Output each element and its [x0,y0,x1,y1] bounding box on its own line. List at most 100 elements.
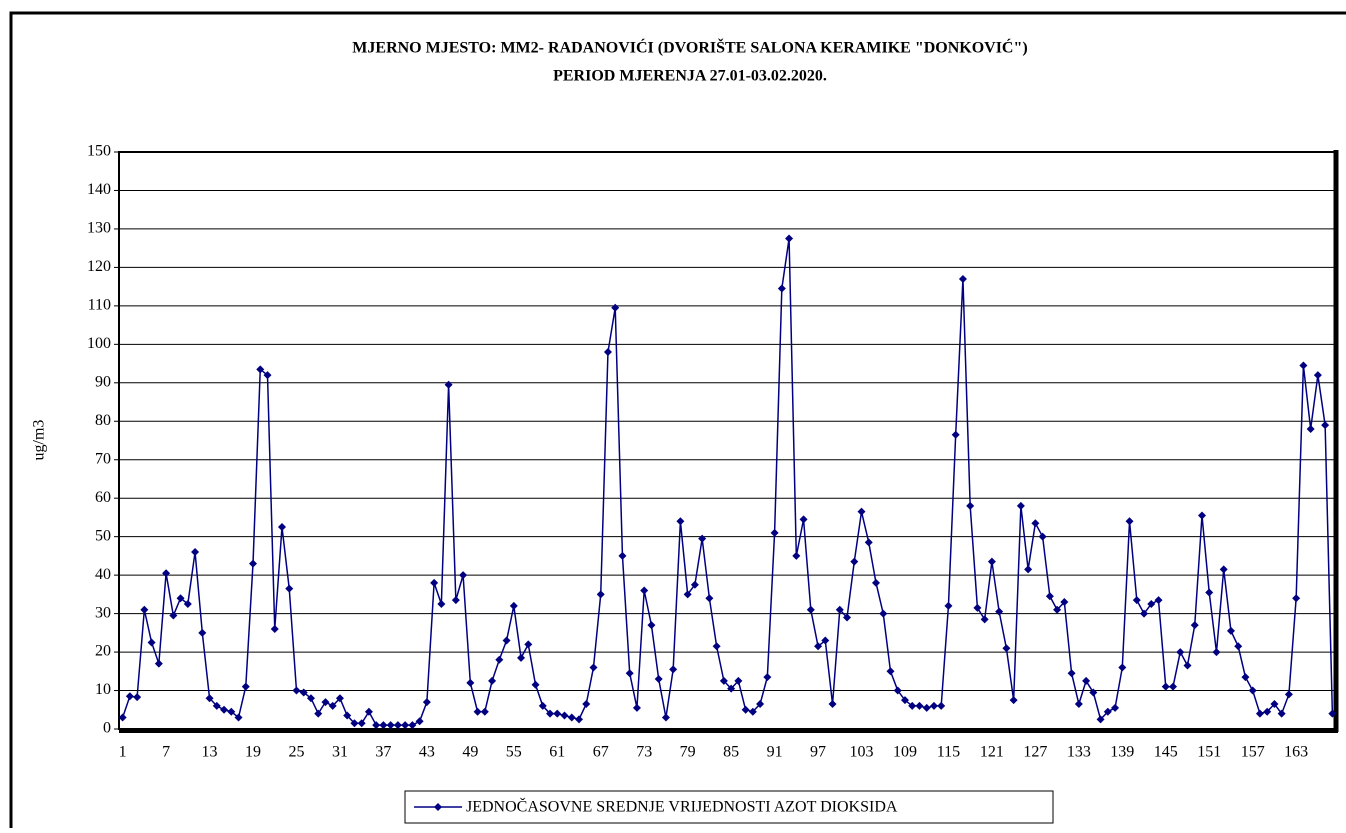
x-tick-label: 157 [1241,744,1265,761]
data-point [372,721,381,730]
data-point [335,694,344,703]
data-point [770,528,779,537]
data-point [748,707,757,716]
data-point [1255,709,1264,718]
data-point [929,701,938,710]
data-point [698,534,707,543]
y-tick-label: 10 [95,681,111,698]
data-point [1313,371,1322,380]
data-point [249,559,258,568]
x-tick-label: 109 [893,744,917,761]
data-point [140,605,149,614]
data-point [625,669,634,678]
data-point [596,590,605,599]
data-point [437,599,446,608]
data-point [234,713,243,722]
plot-border [118,151,1337,730]
data-point [1118,663,1127,672]
data-point [459,571,468,580]
data-point [357,719,366,728]
data-point [734,676,743,685]
data-point [1082,676,1091,685]
data-point [531,680,540,689]
data-point [314,709,323,718]
data-point [379,721,388,730]
data-point [393,721,402,730]
data-point [263,371,272,380]
data-point [980,615,989,624]
y-tick-label: 130 [87,220,111,237]
data-point [118,713,127,722]
y-tick-label: 20 [95,643,111,660]
data-point [480,707,489,716]
x-tick-label: 13 [202,744,218,761]
data-point [799,515,808,524]
data-point [1089,688,1098,697]
data-point [727,684,736,693]
x-tick-label: 163 [1284,744,1308,761]
x-tick-label: 37 [375,744,391,761]
data-point [1147,599,1156,608]
data-point [1067,669,1076,678]
y-tick-label: 60 [95,489,111,506]
x-tick-label: 25 [288,744,304,761]
data-point [1197,511,1206,520]
x-tick-label: 115 [937,744,960,761]
data-point [857,507,866,516]
chart-subtitle: PERIOD MJERENJA 27.01-03.02.2020. [553,68,827,85]
data-point [176,594,185,603]
data-point [828,699,837,708]
data-point [451,596,460,605]
y-tick-label: 30 [95,604,111,621]
data-point [350,719,359,728]
data-point [1306,424,1315,433]
data-point [1002,644,1011,653]
x-tick-label: 121 [980,744,1004,761]
data-point [1226,626,1235,635]
data-point [444,380,453,389]
data-point [1009,696,1018,705]
y-tick-label: 110 [88,297,111,314]
data-point [690,580,699,589]
data-point [422,698,431,707]
data-point [1060,598,1069,607]
data-point [582,699,591,708]
data-point [944,601,953,610]
data-point [386,721,395,730]
data-point [589,663,598,672]
y-tick-label: 90 [95,373,111,390]
data-point [306,694,315,703]
data-point [785,234,794,243]
data-point [705,594,714,603]
data-point [1103,707,1112,716]
data-point [814,642,823,651]
data-point [198,628,207,637]
data-point [1321,421,1330,430]
data-point [893,686,902,695]
data-point [683,590,692,599]
data-point [1190,621,1199,630]
data-point [792,551,801,560]
x-tick-label: 97 [810,744,826,761]
data-point [937,701,946,710]
data-point [1270,699,1279,708]
legend [404,790,1054,824]
data-point [1205,588,1214,597]
x-tick-label: 127 [1023,744,1047,761]
data-point [1053,605,1062,614]
y-axis-label: ug/m3 [31,420,48,461]
data-point [212,701,221,710]
data-point [1219,565,1228,574]
x-tick-label: 61 [549,744,565,761]
x-tick-label: 133 [1067,744,1091,761]
x-tick-label: 85 [723,744,739,761]
data-point [908,701,917,710]
data-point [1292,594,1301,603]
data-point [1045,592,1054,601]
data-point [850,557,859,566]
y-tick-label: 100 [87,335,111,352]
y-tick-label: 0 [103,720,111,737]
data-point [1111,703,1120,712]
x-tick-label: 31 [332,744,348,761]
data-point [191,548,200,557]
